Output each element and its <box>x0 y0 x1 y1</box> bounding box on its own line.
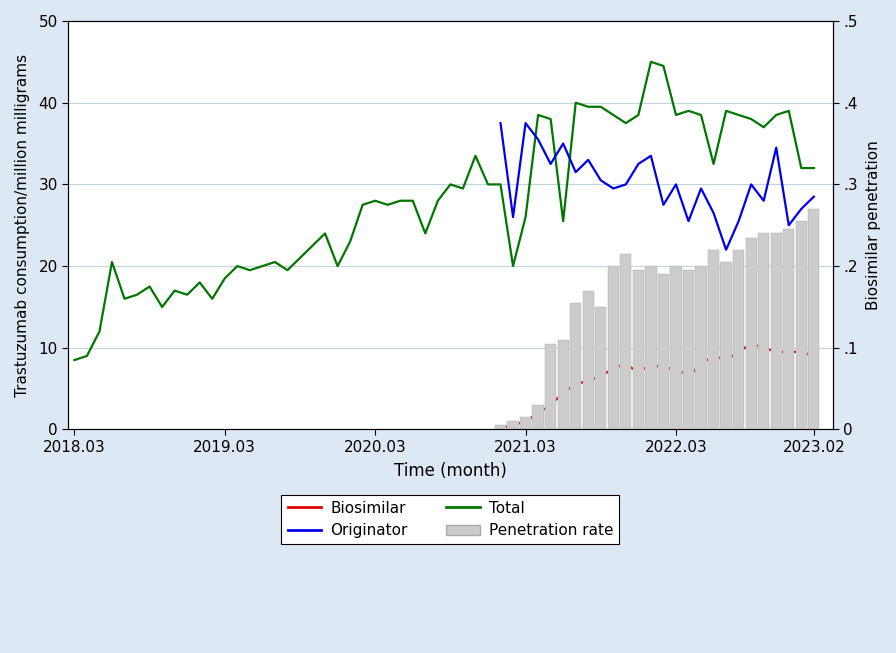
Bar <box>745 238 757 430</box>
Bar <box>758 233 770 430</box>
Bar <box>695 266 707 430</box>
Bar <box>708 249 719 430</box>
Legend: Biosimilar, Originator, Total, Penetration rate: Biosimilar, Originator, Total, Penetrati… <box>281 494 619 545</box>
Bar <box>771 233 782 430</box>
Bar <box>607 266 619 430</box>
Bar <box>808 209 820 430</box>
Bar <box>658 274 669 430</box>
Bar <box>557 340 569 430</box>
Bar <box>595 307 607 430</box>
Bar <box>645 266 657 430</box>
Bar <box>683 270 694 430</box>
Bar <box>796 221 807 430</box>
Bar <box>570 303 582 430</box>
Bar <box>520 417 531 430</box>
Bar <box>620 254 632 430</box>
Bar <box>532 405 544 430</box>
Bar <box>633 270 644 430</box>
Bar <box>545 343 556 430</box>
Bar <box>720 262 732 430</box>
Bar <box>783 229 795 430</box>
Bar <box>733 249 745 430</box>
Bar <box>670 266 682 430</box>
Y-axis label: Biosimilar penetration: Biosimilar penetration <box>866 140 881 310</box>
Bar <box>507 421 519 430</box>
Bar <box>582 291 594 430</box>
Bar <box>495 425 506 430</box>
Y-axis label: Trastuzumab consumption/million milligrams: Trastuzumab consumption/million milligra… <box>15 54 30 397</box>
X-axis label: Time (month): Time (month) <box>394 462 507 480</box>
